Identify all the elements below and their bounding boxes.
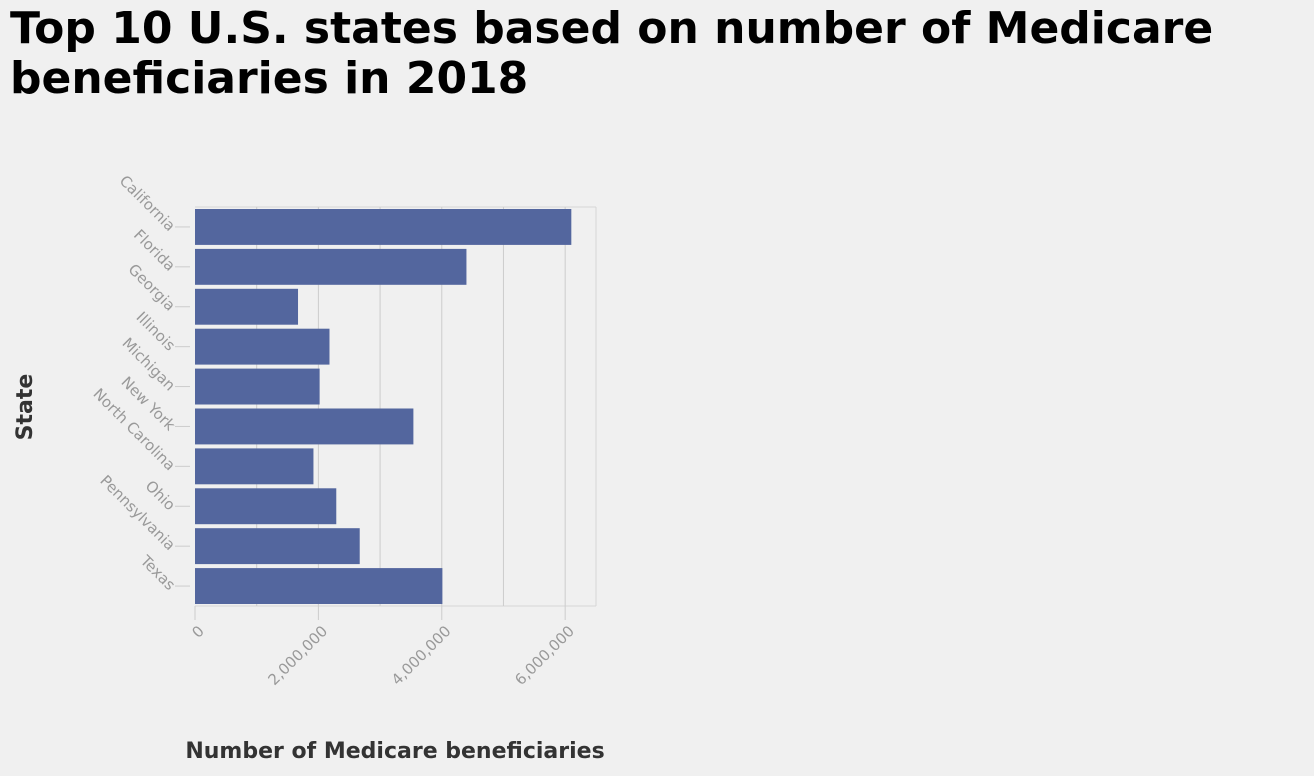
- x-axis-title: Number of Medicare beneficiaries: [185, 739, 604, 764]
- bar: [195, 408, 414, 445]
- chart-title: Top 10 U.S. states based on number of Me…: [10, 3, 1214, 104]
- bar: [195, 448, 314, 485]
- y-tick-label: Texas: [136, 551, 179, 594]
- bar: [195, 488, 337, 525]
- y-axis: CaliforniaFloridaGeorgiaIllinoisMichigan…: [89, 172, 190, 594]
- bars: [195, 208, 572, 605]
- x-tick-label: 2,000,000: [265, 622, 332, 689]
- x-tick-label: 0: [188, 622, 207, 641]
- x-axis: 0 2,000,000 4,000,000 6,000,000: [188, 606, 578, 689]
- y-tick-label: California: [116, 172, 179, 235]
- bar: [195, 208, 572, 245]
- x-tick-label: 6,000,000: [511, 622, 578, 689]
- bar: [195, 248, 467, 285]
- x-tick-label: 4,000,000: [388, 622, 455, 689]
- bar: [195, 568, 443, 605]
- bar: [195, 288, 299, 325]
- bar: [195, 328, 330, 365]
- y-axis-title: State: [13, 374, 38, 441]
- bar: [195, 528, 360, 565]
- bar: [195, 368, 320, 405]
